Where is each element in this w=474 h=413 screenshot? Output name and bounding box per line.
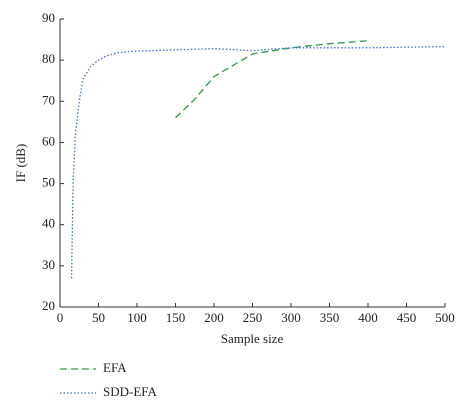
y-tick-label: 70 bbox=[42, 92, 55, 107]
x-tick-label: 50 bbox=[92, 310, 105, 325]
x-tick-label: 150 bbox=[166, 310, 186, 325]
x-tick-label: 200 bbox=[204, 310, 224, 325]
y-tick-label: 30 bbox=[42, 257, 55, 272]
y-tick-label: 80 bbox=[42, 51, 55, 66]
x-tick-label: 500 bbox=[435, 310, 455, 325]
y-tick-label: 90 bbox=[42, 10, 55, 25]
x-tick-label: 0 bbox=[57, 310, 64, 325]
x-tick-label: 300 bbox=[281, 310, 301, 325]
legend-label: EFA bbox=[103, 360, 127, 375]
line-series bbox=[175, 40, 369, 119]
x-tick-label: 100 bbox=[127, 310, 147, 325]
legend-label: SDD-EFA bbox=[103, 384, 158, 399]
line-series bbox=[70, 45, 446, 279]
x-tick-label: 450 bbox=[397, 310, 417, 325]
x-tick-label: 350 bbox=[320, 310, 340, 325]
y-tick-label: 40 bbox=[42, 216, 55, 231]
x-axis-label: Sample size bbox=[221, 331, 284, 346]
x-tick-label: 250 bbox=[243, 310, 263, 325]
y-tick-label: 60 bbox=[42, 133, 55, 148]
x-tick-label: 400 bbox=[358, 310, 378, 325]
y-tick-label: 50 bbox=[42, 175, 55, 190]
y-axis-label: IF (dB) bbox=[13, 144, 28, 183]
y-tick-label: 20 bbox=[42, 298, 55, 313]
